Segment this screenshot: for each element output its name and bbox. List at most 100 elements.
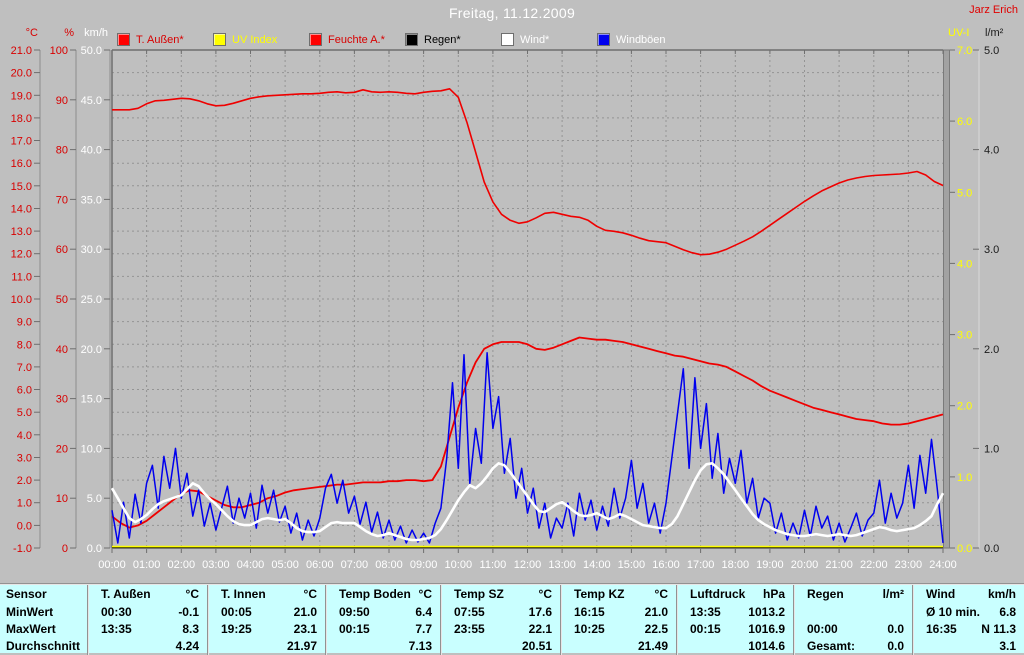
x-tick-label: 06:00 [306,559,334,571]
table-min-5-left: 16:15 [574,604,605,619]
table-min-5: 16:15 21.0 [560,603,676,620]
table-avg-1-right: 4.24 [175,639,199,653]
unit-label-celsius: °C [25,27,38,39]
right-scroll-bar [943,49,950,549]
table-min-4-right: 17.6 [528,604,552,619]
table-max-4: 23:55 22.1 [440,620,560,637]
y-tick-label-temp: 10.0 [11,294,32,306]
y-tick-label-temp: 16.0 [11,158,32,170]
legend-label: UV Index [232,33,278,46]
legend-swatch [405,33,418,46]
x-tick-label: 19:00 [756,559,784,571]
y-tick-label-temp: 6.0 [17,385,32,397]
table-max-7: 00:00 0.0 [793,620,912,637]
y-tick-label-uv: 0.0 [957,543,972,555]
x-tick-label: 12:00 [514,559,542,571]
table-min-8: Ø 10 min. 6.8 [912,603,1024,620]
table-avg-3-right: 7.13 [408,639,432,653]
y-tick-label-temp: 1.0 [17,498,32,510]
y-tick-label-humidity: 100 [50,45,68,57]
table-header-5: Temp KZ °C [560,585,676,603]
table-max-7-left: 00:00 [807,621,838,636]
y-tick-label-uv: 7.0 [957,45,972,57]
table-max-8: 16:35 N 11.3 [912,620,1024,637]
table-avg-5-right: 21.49 [637,639,668,653]
y-tick-label-wind: 0.0 [87,543,102,555]
y-tick-label-wind: 50.0 [81,45,102,57]
chart-title: Freitag, 11.12.2009 [448,5,576,21]
chart-legend: T. Außen* UV Index Feuchte A.* Regen* Wind* W… [117,33,693,46]
table-rowlabel-minwert: MinWert [6,604,54,619]
legend-label: Windböen [616,33,666,46]
x-tick-label: 15:00 [618,559,646,571]
y-tick-label-uv: 4.0 [957,258,972,270]
table-min-4-left: 07:55 [454,604,485,619]
y-tick-label-humidity: 90 [56,95,68,107]
y-tick-label-temp: 19.0 [11,90,32,102]
table-header-5-right: °C [654,587,668,601]
table-max-4-left: 23:55 [454,621,485,636]
y-tick-label-temp: 5.0 [17,407,32,419]
y-tick-label-humidity: 30 [56,394,68,406]
y-tick-label-uv: 6.0 [957,116,972,128]
table-max-3-right: 7.7 [415,621,432,636]
x-tick-label: 02:00 [168,559,196,571]
legend-item-4[interactable]: Regen* [405,33,501,46]
y-tick-label-temp: 9.0 [17,317,32,329]
legend-item-5[interactable]: Wind* [501,33,597,46]
legend-item-1[interactable]: T. Außen* [117,33,213,46]
table-avg-2-right: 21.97 [286,639,317,653]
x-tick-label: 23:00 [895,559,923,571]
table-header-7: Regen l/m² [793,585,912,603]
legend-item-2[interactable]: UV Index [213,33,309,46]
table-header-3-right: °C [418,587,432,601]
table-rowlabel-durchschnitt: Durchschnitt [6,639,81,653]
table-min-2: 00:05 21.0 [207,603,325,620]
y-tick-label-rain: 4.0 [984,145,999,157]
y-tick-label-temp: 15.0 [11,181,32,193]
table-header-2-left: T. Innen [221,587,266,601]
table-avg-7-left: Gesamt: [807,639,856,653]
table-max-2-right: 23.1 [293,621,317,636]
table-header-7-right: l/m² [882,587,904,601]
legend-item-3[interactable]: Feuchte A.* [309,33,405,46]
table-max-6: 00:15 1016.9 [676,620,793,637]
y-tick-label-rain: 0.0 [984,543,999,555]
author-name: Jarz Erich [969,4,1018,16]
table-max-6-left: 00:15 [690,621,721,636]
x-tick-label: 11:00 [480,559,507,571]
table-min-8-right: 6.8 [999,604,1016,619]
table-header-1-left: T. Außen [101,587,151,601]
table-max-5-right: 22.5 [644,621,668,636]
table-max-8-left: 16:35 [926,621,957,636]
y-tick-label-temp: 3.0 [17,453,32,465]
unit-label-kmh: km/h [84,27,108,39]
table-max-3-left: 00:15 [339,621,370,636]
y-tick-label-temp: 18.0 [11,113,32,125]
table-min-1-right: -0.1 [178,604,199,619]
series-windboeen [111,352,944,544]
table-min-6: 13:35 1013.2 [676,603,793,620]
x-tick-label: 14:00 [583,559,611,571]
y-tick-label-uv: 2.0 [957,401,972,413]
table-avg-3: 7.13 [325,637,440,655]
x-tick-label: 05:00 [271,559,299,571]
legend-label: T. Außen* [136,33,184,46]
y-tick-label-temp: 17.0 [11,136,32,148]
y-tick-label-wind: 10.0 [81,443,102,455]
table-header-4-right: °C [538,587,552,601]
legend-item-6[interactable]: Windböen [597,33,693,46]
y-tick-label-rain: 2.0 [984,344,999,356]
sensor-stats-table: Sensor T. Außen °C T. Innen °C Temp Boden °C Te… [0,583,1024,655]
table-min-6-right: 1013.2 [748,604,785,619]
table-avg-5: 21.49 [560,637,676,655]
y-tick-label-temp: 13.0 [11,226,32,238]
table-max-2-left: 19:25 [221,621,252,636]
table-min-3: 09:50 6.4 [325,603,440,620]
table-max-3: 00:15 7.7 [325,620,440,637]
y-tick-label-rain: 5.0 [984,45,999,57]
table-min-7 [793,603,912,620]
table-avg-1: 4.24 [87,637,207,655]
table-min-5-right: 21.0 [644,604,668,619]
table-max-5: 10:25 22.5 [560,620,676,637]
